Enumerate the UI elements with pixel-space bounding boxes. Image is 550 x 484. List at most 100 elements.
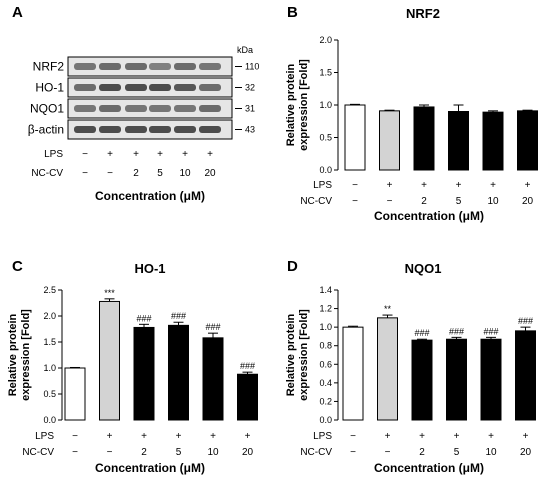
condition-label-lps: LPS (313, 431, 332, 442)
condition-nccv-value: − (387, 196, 393, 207)
chart-panel-b: B NRF2 0.0 0.5 1.0 1.5 2.0 Relative proteinexpr… (285, 4, 538, 223)
bar (515, 330, 536, 421)
y-tick-label: 1.0 (43, 363, 56, 373)
chart-panel-d: D NQO1 0.0 0.2 0.4 0.6 0.8 1.0 1.2 1.4 Relative pr… (285, 258, 536, 475)
chart-panel-c: C HO-1 0.0 0.5 1.0 1.5 2.0 2.5 Relative proteine… (7, 258, 258, 475)
blot-kda-value: 31 (245, 104, 255, 114)
blot-band (199, 105, 221, 112)
panel-letter-b: B (287, 4, 298, 21)
condition-lps-value: + (176, 431, 182, 442)
condition-lps-value: + (456, 180, 462, 191)
significance-label: ### (414, 328, 429, 338)
significance-label: ### (171, 311, 186, 321)
chart-title: NQO1 (405, 261, 442, 276)
bar (480, 338, 502, 421)
blot-band (74, 126, 96, 133)
condition-nccv-value: 2 (421, 196, 427, 207)
y-tick-label: 0.0 (319, 415, 332, 425)
chart-title: NRF2 (406, 6, 440, 21)
blot-band (125, 63, 147, 70)
condition-lps-value: + (245, 431, 251, 442)
blot-band (149, 105, 171, 112)
blot-band (74, 63, 96, 70)
significance-label: ### (449, 326, 464, 336)
y-tick-label: 1.0 (319, 100, 332, 110)
y-tick-label: 1.5 (319, 68, 332, 78)
condition-lps-value: + (107, 149, 113, 160)
condition-label-nccv: NC-CV (300, 196, 332, 207)
y-tick-label: 0.0 (43, 415, 56, 425)
condition-label-nccv: NC-CV (22, 447, 54, 458)
condition-nccv-value: − (385, 447, 391, 458)
significance-label: ### (205, 322, 220, 332)
blot-band (174, 63, 196, 70)
blot-band (174, 84, 196, 91)
kda-unit-label: kDa (237, 45, 253, 55)
y-axis-title-line: Relative protein (285, 63, 297, 146)
blot-label: HO-1 (35, 81, 64, 95)
bar (133, 326, 155, 421)
significance-label: ** (384, 304, 392, 314)
y-axis-title-line: Relative protein (285, 313, 297, 396)
condition-lps-value: + (387, 180, 393, 191)
blot-label: β-actin (28, 123, 64, 137)
condition-lps-value: + (490, 180, 496, 191)
condition-nccv-value: − (82, 168, 88, 179)
y-tick-label: 0.8 (319, 341, 332, 351)
condition-nccv-value: 20 (520, 447, 532, 458)
condition-lps-value: + (133, 149, 139, 160)
bar (446, 338, 467, 421)
condition-lps-value: + (157, 149, 163, 160)
condition-lps-value: + (210, 431, 216, 442)
blot-label: NQO1 (30, 102, 64, 116)
panel-a-x-axis-title: Concentration (μM) (95, 189, 205, 203)
blot-band (99, 63, 121, 70)
panel-letter-c: C (12, 258, 23, 275)
condition-nccv-value: 2 (133, 168, 139, 179)
bar (517, 110, 538, 171)
bar (379, 110, 400, 171)
y-tick-label: 1.2 (319, 304, 332, 314)
blot-band (125, 126, 147, 133)
condition-nccv-value: 10 (485, 447, 497, 458)
panel-letter-d: D (287, 258, 298, 275)
y-axis-title: Relative proteinexpression [Fold] (285, 59, 310, 151)
bar (168, 324, 189, 421)
panel-letter-a: A (12, 4, 23, 21)
condition-label-lps: LPS (313, 180, 332, 191)
y-tick-label: 0.5 (43, 389, 56, 399)
bar (413, 106, 435, 171)
blot-band (174, 126, 196, 133)
condition-lps-value: − (352, 180, 358, 191)
condition-nccv-value: − (350, 447, 356, 458)
y-tick-label: 0.2 (319, 396, 332, 406)
blot-band (149, 63, 171, 70)
blot-band (99, 126, 121, 133)
condition-label-nccv: NC-CV (31, 168, 63, 179)
condition-nccv-value: 20 (242, 447, 254, 458)
blot-kda-value: 32 (245, 83, 255, 93)
condition-lps-value: + (454, 431, 460, 442)
blot-band (74, 84, 96, 91)
condition-nccv-value: − (107, 168, 113, 179)
bar (377, 317, 398, 421)
y-axis-title: Relative proteinexpression [Fold] (285, 309, 310, 401)
blot-condition-table: LPS NC-CV − − + − +2 +5 +10 +20 (31, 149, 216, 179)
blot-band (74, 105, 96, 112)
condition-nccv-value: 10 (207, 447, 219, 458)
bar (448, 111, 469, 171)
blot-rows: NRF2 110 HO-1 32 NQO1 31 β-actin 43 (28, 56, 259, 140)
blot-band (174, 105, 196, 112)
y-tick-label: 1.0 (319, 322, 332, 332)
condition-lps-value: − (82, 149, 88, 160)
condition-lps-value: + (488, 431, 494, 442)
x-axis-title: Concentration (μM) (374, 209, 484, 223)
bar (99, 300, 120, 421)
y-tick-label: 1.5 (43, 337, 56, 347)
condition-nccv-value: − (107, 447, 113, 458)
condition-nccv-value: 10 (487, 196, 499, 207)
chart-title: HO-1 (134, 261, 165, 276)
significance-label: ### (483, 326, 498, 336)
condition-label-lps: LPS (44, 149, 63, 160)
condition-nccv-value: 2 (419, 447, 425, 458)
